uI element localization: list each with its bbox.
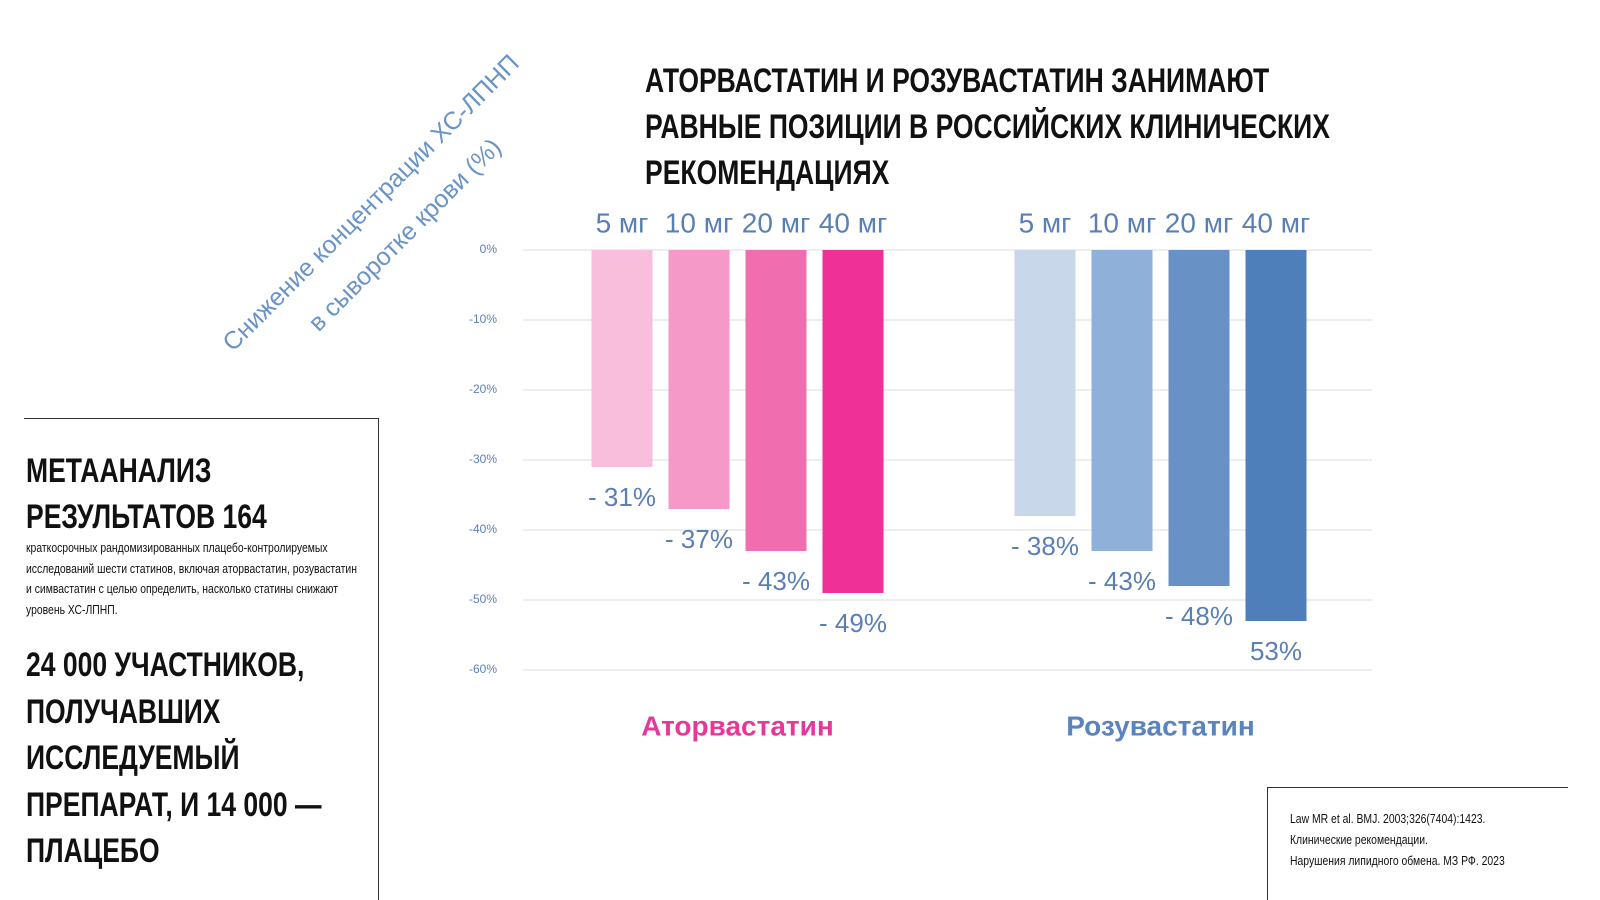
y-tick-label: -10% xyxy=(469,312,497,326)
y-axis-label: Снижение концентрации ХС-ЛПНП xyxy=(217,49,524,356)
value-label: - 38% xyxy=(1011,531,1079,561)
sidebar-text: краткосрочных рандомизированных плацебо-… xyxy=(26,540,357,617)
x-tick-label: 40 мг xyxy=(819,207,887,238)
references-frame xyxy=(1267,787,1568,900)
value-label: 53% xyxy=(1250,636,1302,666)
chart-title: АТОРВАСТАТИН И РОЗУВАСТАТИН ЗАНИМАЮТ РАВ… xyxy=(645,62,1330,192)
bar xyxy=(1168,250,1230,586)
reference: Клинические рекомендации. xyxy=(1290,832,1428,847)
bar xyxy=(668,250,730,509)
bar xyxy=(591,250,653,467)
value-label: - 31% xyxy=(588,482,656,512)
sidebar-heading: МЕТААНАЛИЗ РЕЗУЛЬТАТОВ 164 xyxy=(26,452,267,536)
reference: Нарушения липидного обмена. МЗ РФ. 2023 xyxy=(1290,853,1505,868)
y-tick-label: -50% xyxy=(469,592,497,606)
y-tick-label: -30% xyxy=(469,452,497,466)
value-label: - 43% xyxy=(742,566,810,596)
x-tick-label: 5 мг xyxy=(1019,207,1072,238)
x-tick-label: 5 мг xyxy=(596,207,649,238)
value-label: - 37% xyxy=(665,524,733,554)
x-tick-label: 20 мг xyxy=(742,207,810,238)
bar xyxy=(1245,250,1307,621)
x-tick-label: 20 мг xyxy=(1165,207,1233,238)
legend-label: Розувастатин xyxy=(1066,710,1255,741)
legend-label: Аторвастатин xyxy=(641,710,834,741)
x-tick-label: 10 мг xyxy=(665,207,733,238)
bar xyxy=(1014,250,1076,516)
value-label: - 48% xyxy=(1165,601,1233,631)
reference: Law MR et al. BMJ. 2003;326(7404):1423. xyxy=(1290,811,1486,826)
bar xyxy=(745,250,807,551)
y-tick-label: 0% xyxy=(480,242,498,256)
x-tick-label: 40 мг xyxy=(1242,207,1310,238)
value-label: - 43% xyxy=(1088,566,1156,596)
bar xyxy=(1091,250,1153,551)
x-tick-label: 10 мг xyxy=(1088,207,1156,238)
sidebar-highlight: 24 000 УЧАСТНИКОВ, ПОЛУЧАВШИХ ИССЛЕДУЕМЫ… xyxy=(26,646,322,870)
y-tick-label: -40% xyxy=(469,522,497,536)
y-tick-label: -60% xyxy=(469,662,497,676)
sidebar-frame xyxy=(24,418,379,900)
bar xyxy=(822,250,884,593)
y-tick-label: -20% xyxy=(469,382,497,396)
value-label: - 49% xyxy=(819,608,887,638)
